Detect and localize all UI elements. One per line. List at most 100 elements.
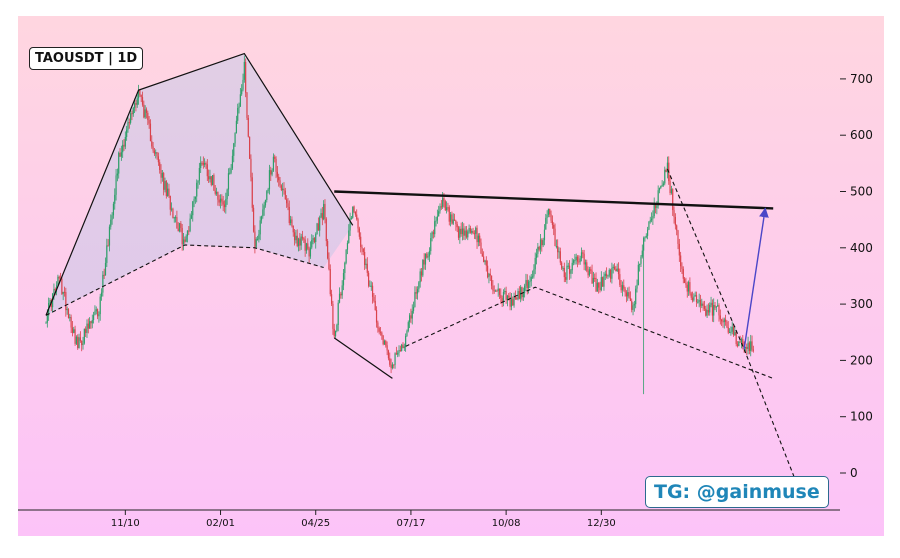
x-tick-label: 04/25 xyxy=(301,518,330,529)
candle xyxy=(218,194,220,207)
candle xyxy=(260,215,263,224)
candle xyxy=(118,151,120,179)
candle xyxy=(159,159,161,174)
candle xyxy=(697,299,699,304)
candle xyxy=(312,235,314,245)
candle xyxy=(233,142,235,163)
candle xyxy=(416,286,419,300)
candle xyxy=(192,200,194,222)
candle xyxy=(99,293,101,321)
candle xyxy=(259,216,261,241)
candle xyxy=(553,222,555,236)
candle xyxy=(451,211,453,225)
candle xyxy=(640,255,642,267)
candle xyxy=(402,342,404,349)
candle xyxy=(92,311,95,324)
candle xyxy=(730,326,732,336)
candle xyxy=(160,164,162,184)
candle xyxy=(333,323,335,338)
candle xyxy=(303,237,305,243)
candle xyxy=(539,233,542,255)
candle xyxy=(349,212,351,236)
candle xyxy=(153,148,156,156)
candle xyxy=(107,239,109,247)
candle xyxy=(752,345,754,353)
candle xyxy=(385,339,387,348)
candle xyxy=(629,291,632,302)
candle xyxy=(299,232,301,251)
candle xyxy=(300,233,302,250)
candle xyxy=(217,191,219,206)
candle xyxy=(648,221,650,231)
candle xyxy=(707,303,710,316)
candle xyxy=(79,331,81,343)
candle xyxy=(637,261,639,286)
candle xyxy=(352,206,354,219)
candle xyxy=(167,182,169,197)
candle xyxy=(78,333,80,349)
candle xyxy=(452,213,454,226)
candle xyxy=(130,110,132,125)
candle xyxy=(424,253,427,270)
candle xyxy=(315,232,317,249)
candle xyxy=(292,225,294,237)
candle xyxy=(455,219,457,231)
candle xyxy=(613,263,616,271)
candle xyxy=(609,268,612,283)
candle xyxy=(498,288,501,300)
x-tick-label: 12/30 xyxy=(587,518,616,529)
candle xyxy=(188,226,190,235)
candle xyxy=(578,255,580,265)
candle xyxy=(307,238,309,251)
candle xyxy=(506,294,509,307)
candle xyxy=(543,224,546,246)
candle xyxy=(213,173,215,191)
candle xyxy=(256,235,259,241)
candle xyxy=(448,205,450,226)
candle xyxy=(258,229,260,243)
candle xyxy=(75,335,78,345)
candle xyxy=(189,213,191,233)
candle xyxy=(108,224,111,252)
candle xyxy=(592,271,594,287)
candle xyxy=(182,232,185,251)
candle xyxy=(115,168,117,201)
candle xyxy=(226,188,228,205)
candle xyxy=(63,286,66,297)
candle xyxy=(169,195,171,216)
candle xyxy=(382,334,384,346)
candle xyxy=(252,204,255,233)
candle xyxy=(549,208,551,218)
candle xyxy=(579,255,581,265)
candle xyxy=(161,170,163,182)
candle xyxy=(488,272,490,284)
candle xyxy=(747,336,749,355)
candle xyxy=(111,212,113,225)
candle xyxy=(533,264,535,279)
candle xyxy=(330,289,333,306)
candle xyxy=(296,229,298,248)
candle xyxy=(83,328,85,345)
candle xyxy=(567,262,569,270)
candle xyxy=(176,210,178,229)
candle xyxy=(246,92,248,120)
candle xyxy=(272,153,275,173)
candle xyxy=(387,349,390,361)
candle xyxy=(91,314,93,329)
candle xyxy=(664,166,666,186)
candle xyxy=(82,336,84,350)
candle xyxy=(639,263,641,272)
candle xyxy=(485,256,487,272)
candle xyxy=(155,149,157,159)
candle xyxy=(654,203,657,214)
candle xyxy=(440,199,442,210)
y-tick-label: 0 xyxy=(850,466,858,480)
candle xyxy=(172,207,174,219)
candle xyxy=(177,222,179,232)
candle xyxy=(727,321,729,335)
candle xyxy=(598,282,600,294)
candle xyxy=(534,252,536,275)
candle xyxy=(274,154,276,163)
candle xyxy=(420,268,423,282)
candle xyxy=(87,318,89,334)
